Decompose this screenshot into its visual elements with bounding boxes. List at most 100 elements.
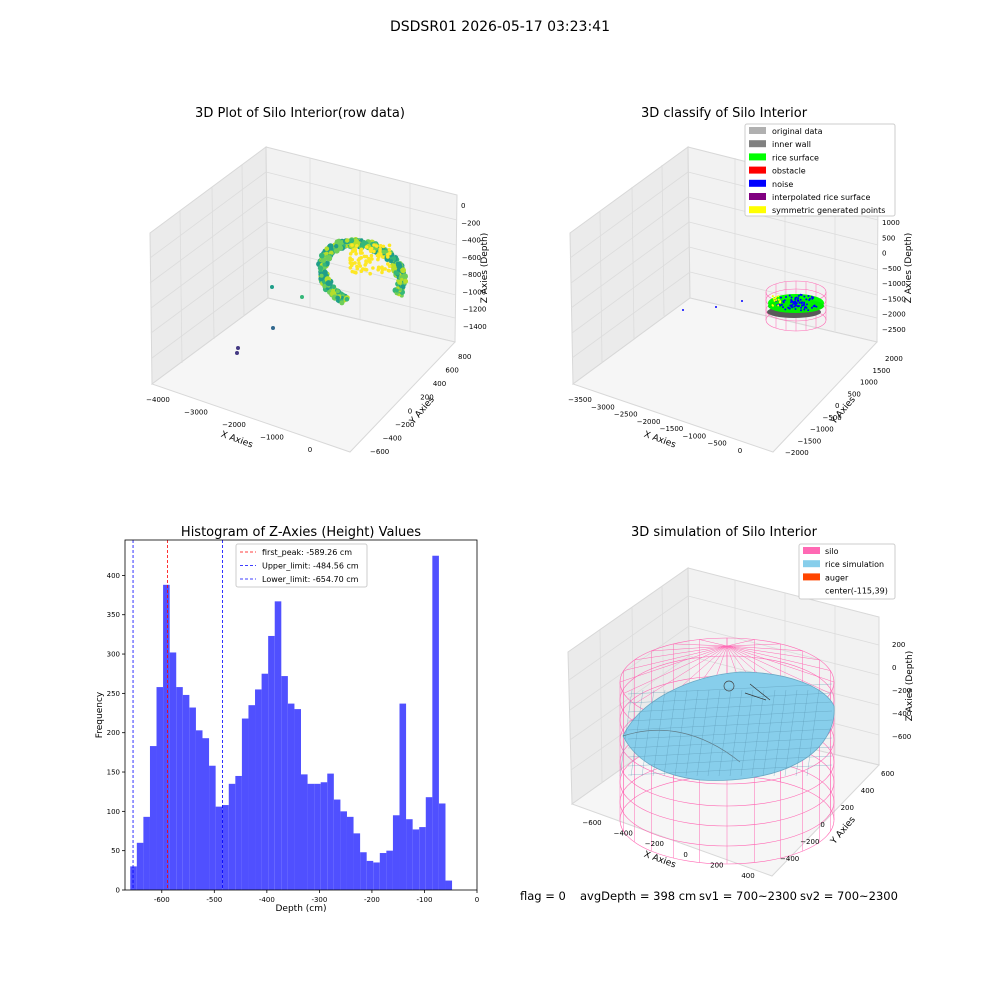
raw-point (378, 244, 383, 248)
legend-label: symmetric generated points (772, 206, 885, 215)
x-tick-label: -600 (154, 896, 170, 904)
raw-point (380, 265, 384, 270)
raw-point (334, 244, 339, 249)
noise-point (801, 304, 803, 307)
undefined: −3500 (568, 396, 592, 404)
silo-roof-spoke (623, 645, 728, 671)
noise-point (808, 299, 811, 301)
histogram-bar (346, 816, 354, 890)
raw-point (397, 279, 403, 285)
histogram-bar (222, 805, 229, 890)
mesh-line (627, 683, 833, 695)
undefined: 0 (461, 202, 465, 210)
legend-label: interpolated rice surface (772, 193, 870, 202)
noise-point (797, 299, 800, 302)
mesh-line (641, 689, 655, 777)
panel1-axes-box (149, 146, 458, 453)
histogram-bar (294, 709, 301, 890)
panel2-noise-points (682, 293, 818, 312)
y-tick-label: 50 (111, 847, 120, 855)
legend-label: first_peak: -589.26 cm (262, 548, 352, 557)
undefined: 500 (848, 390, 861, 398)
raw-point (363, 263, 368, 267)
raw-point (325, 280, 332, 287)
undefined: 400 (741, 872, 754, 880)
raw-point (376, 257, 380, 262)
raw-outlier-point (271, 326, 275, 330)
mesh-line (627, 710, 833, 722)
undefined: 2000 (885, 355, 903, 363)
histogram-bar (281, 676, 288, 890)
raw-point (325, 251, 329, 255)
histogram-bar (320, 782, 328, 890)
undefined: −200 (395, 421, 414, 429)
histogram-bar (314, 783, 321, 890)
panel2-legend: original data inner wall rice surface obsta… (744, 123, 896, 217)
raw-point (353, 249, 358, 253)
legend-label: rice simulation (825, 560, 884, 569)
raw-point (369, 253, 374, 258)
footer-avg-depth: avgDepth = 398 cm (580, 889, 696, 903)
raw-point (396, 264, 402, 270)
undefined: −1500 (882, 295, 906, 303)
mesh-line (685, 689, 699, 777)
panel-raw-data: 3D Plot of Silo Interior(row data) −4000… (146, 106, 490, 456)
histogram-bar (215, 806, 223, 890)
legend-label: auger (825, 573, 849, 582)
undefined: −800 (462, 271, 481, 279)
histogram-ylabel: Frequency (95, 691, 105, 738)
undefined: 500 (882, 234, 895, 242)
raw-point (319, 252, 325, 259)
raw-point (358, 251, 363, 255)
histogram-x-ticks: -600 -500 -400 -300 -200 -100 0 (154, 890, 479, 904)
y-tick-label: 200 (107, 729, 120, 737)
raw-point (400, 267, 406, 274)
symmetric-point (772, 297, 775, 300)
mesh-line (674, 689, 688, 777)
silo-roof-spoke (726, 645, 803, 652)
panel4-y-ticks: −400 −200 0 200 400 600 (780, 770, 894, 863)
footer-sv1: sv1 = 700~2300 (699, 889, 797, 903)
noise-point (790, 301, 792, 304)
undefined: 0 (738, 447, 742, 455)
footer-status: flag = 0 avgDepth = 398 cm sv1 = 700~230… (520, 889, 898, 903)
raw-point (371, 266, 375, 270)
y-tick-label: 0 (116, 887, 120, 895)
undefined: −200 (892, 687, 911, 695)
raw-point (359, 269, 364, 274)
raw-point (374, 244, 379, 248)
histogram-bar (379, 853, 387, 890)
histogram-bar (149, 746, 157, 890)
histogram-bar (143, 816, 150, 890)
histogram-bar (235, 775, 242, 890)
noise-point (799, 298, 802, 301)
undefined: −3000 (591, 403, 615, 411)
undefined: −1200 (463, 306, 487, 314)
mesh-line (627, 746, 833, 758)
silo-roof-spoke (726, 645, 831, 694)
noise-point (803, 295, 806, 298)
histogram-bar (406, 819, 413, 890)
raw-point (350, 243, 354, 247)
undefined: 200 (710, 861, 723, 869)
raw-point (393, 270, 399, 275)
mesh-line (707, 689, 721, 777)
legend-swatch (749, 127, 766, 134)
raw-point (396, 268, 401, 272)
histogram-bar (386, 850, 393, 890)
raw-point (359, 255, 364, 260)
y-tick-label: 400 (107, 572, 120, 580)
raw-point (350, 249, 355, 254)
raw-point (338, 245, 344, 251)
histogram-bar (425, 797, 433, 890)
undefined: 800 (458, 353, 471, 361)
raw-point (339, 240, 345, 245)
panel2-ylabel: Y Axies (829, 395, 858, 427)
noise-point (811, 297, 814, 300)
panel4-rice-simulation-surface (622, 671, 835, 781)
mesh-line (630, 689, 644, 777)
histogram-bar (301, 774, 308, 890)
undefined: −600 (462, 254, 481, 262)
panel-classify: 3D classify of Silo Interior (568, 106, 914, 457)
footer-sv2: sv2 = 700~2300 (800, 889, 898, 903)
